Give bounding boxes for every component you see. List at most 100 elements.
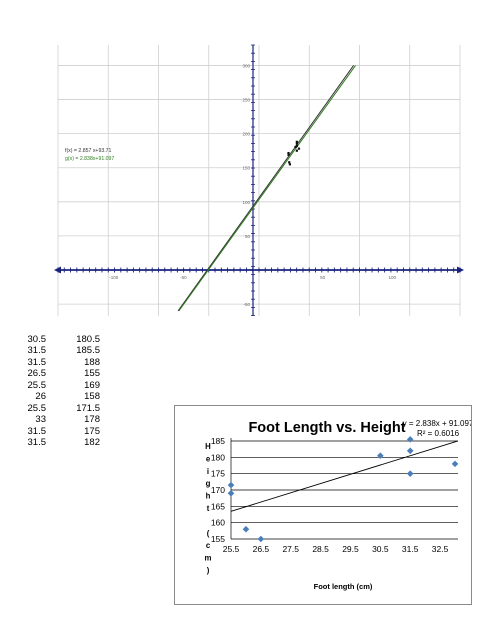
graph-ytick-label: 150 (242, 166, 250, 171)
chart-data-point (377, 452, 384, 459)
graph-data-point (288, 163, 292, 166)
graph-xtick-label: 100 (389, 275, 397, 280)
graph-data-point (287, 151, 290, 155)
foot-length-cell: 25.5 (27, 379, 47, 391)
graph-data-point (297, 147, 301, 150)
graph-xtick-label: -100 (109, 275, 119, 280)
chart-ylabel-char: t (207, 504, 210, 513)
foot-length-cell: 26.5 (27, 368, 47, 380)
chart-ytick-label: 160 (211, 518, 225, 528)
chart-ylabel: Height ( cm) (205, 442, 212, 575)
chart-ylabel-char: c (206, 541, 211, 550)
scatter-chart-svg: Foot Length vs. Height 155 160 165 170 175 180… (205, 419, 471, 591)
graph-data-point (287, 153, 290, 156)
chart-ytick-label: 185 (211, 436, 225, 446)
height-cell: 188 (84, 356, 100, 368)
graph-data-point (294, 145, 297, 149)
chart-equation: y = 2.838x + 91.097 (403, 419, 471, 428)
graph-ytick-label: 50 (245, 234, 251, 239)
chart-data-point (406, 447, 414, 455)
foot-length-cell: 31.5 (27, 345, 47, 357)
table-row: 33 178 (18, 414, 100, 425)
foot-length-cell: 31.5 (27, 356, 47, 368)
graph-ytick-label: 200 (242, 132, 250, 137)
chart-ytick-label: 155 (211, 534, 225, 544)
chart-xtick-label: 29.5 (342, 544, 359, 554)
height-cell: 185.5 (76, 345, 100, 357)
chart-r2: R² = 0.6016 (417, 429, 460, 438)
graph-data-point (295, 142, 298, 145)
chart-data-point (406, 470, 414, 477)
table-row: 31.5 182 (18, 437, 101, 449)
chart-title: Foot Length vs. Height (248, 420, 405, 436)
table-row: 26.5 155 (18, 368, 101, 380)
graph-ytick-label: 250 (242, 98, 250, 103)
foot-length-cell: 25.5 (27, 402, 47, 414)
chart-data-point (451, 460, 459, 468)
foot-length-cell: 31.5 (27, 425, 47, 437)
chart-ytick-label: 170 (211, 485, 225, 495)
chart-xlabel: Foot length (cm) (314, 582, 373, 591)
chart-ytick-label: 175 (211, 469, 225, 479)
graph-data-point (295, 149, 298, 152)
chart-xtick-label: 28.5 (312, 544, 329, 554)
chart-trendline (230, 440, 459, 512)
chart-ylabel-char: m (205, 554, 212, 563)
height-cell: 169 (84, 379, 100, 391)
chart-ytick-label: 180 (211, 452, 225, 462)
foot-length-cell: 26 (35, 391, 46, 403)
height-cell: 180.5 (76, 334, 100, 345)
table-row: 26 158 (18, 391, 100, 402)
graph-x-arrow (457, 266, 464, 274)
height-cell: 155 (84, 368, 100, 380)
chart-xtick-label: 25.5 (223, 544, 240, 554)
chart-data-point (406, 436, 414, 443)
chart-xtick-label: 26.5 (253, 544, 270, 554)
chart-xtick-label: 30.5 (372, 544, 389, 554)
graph-ytick-label: -50 (243, 302, 250, 307)
graph-xtick-label: 50 (320, 275, 326, 280)
graph-g-label: g(x) = 2.838x+91.097 (65, 156, 114, 162)
graph-plot: 300 250 200 150 100 50 -50 -100 -50 50 100 f(x) = 2… (54, 44, 464, 317)
graph-data-point (288, 161, 291, 164)
chart-ytick-label: 165 (211, 501, 225, 511)
height-cell: 175 (84, 425, 100, 437)
table-row: 25.5 169 (18, 379, 101, 391)
foot-length-cell: 31.5 (27, 437, 47, 449)
height-cell: 158 (84, 391, 100, 403)
table-row: 31.5 175 (18, 425, 101, 437)
foot-length-cell: 30.5 (27, 334, 47, 345)
data-table: 30.5 180.5 31.5 185.5 31.5 188 26.5 155 25.5 169 2… (18, 334, 101, 449)
chart-xtick-label: 27.5 (282, 544, 299, 554)
chart-data-point (257, 535, 265, 543)
graph-line-f (177, 65, 354, 312)
height-cell: 171.5 (76, 402, 100, 414)
chart-data-point (227, 489, 235, 497)
graph-ytick-label: 300 (242, 63, 250, 68)
graph-ytick-label: 100 (242, 200, 250, 205)
chart-ylabel-char: H (205, 442, 211, 451)
table-row: 31.5 185.5 (18, 345, 101, 357)
chart-data-point (242, 525, 250, 533)
chart-ylabel-char: ) (207, 566, 210, 575)
chart-xtick-label: 32.5 (432, 544, 449, 554)
graph-line-g (178, 65, 356, 312)
chart-data-point (227, 481, 235, 489)
graph-data-point (295, 144, 298, 148)
table-row: 30.5 180.5 (18, 334, 101, 345)
chart-ylabel-char: h (206, 492, 211, 501)
chart-ylabel-char: g (206, 479, 211, 488)
chart-ylabel-char: i (207, 467, 209, 476)
graph-f-label: f(x) = 2.857 x+93.71 (65, 148, 112, 154)
height-cell: 178 (84, 414, 100, 426)
table-row: 31.5 188 (18, 356, 101, 368)
graph-xtick-label: -50 (180, 275, 187, 280)
graph-x-arrow-left (54, 266, 61, 274)
chart-ylabel-char: e (206, 454, 211, 463)
foot-length-cell: 33 (35, 414, 46, 426)
scatter-chart: Foot Length vs. Height 155 160 165 170 175 180… (174, 405, 472, 605)
table-row: 25.5 171.5 (18, 402, 101, 414)
graph-data-point (295, 140, 298, 143)
chart-ylabel-char: ( (207, 529, 210, 538)
chart-xtick-label: 31.5 (402, 544, 419, 554)
